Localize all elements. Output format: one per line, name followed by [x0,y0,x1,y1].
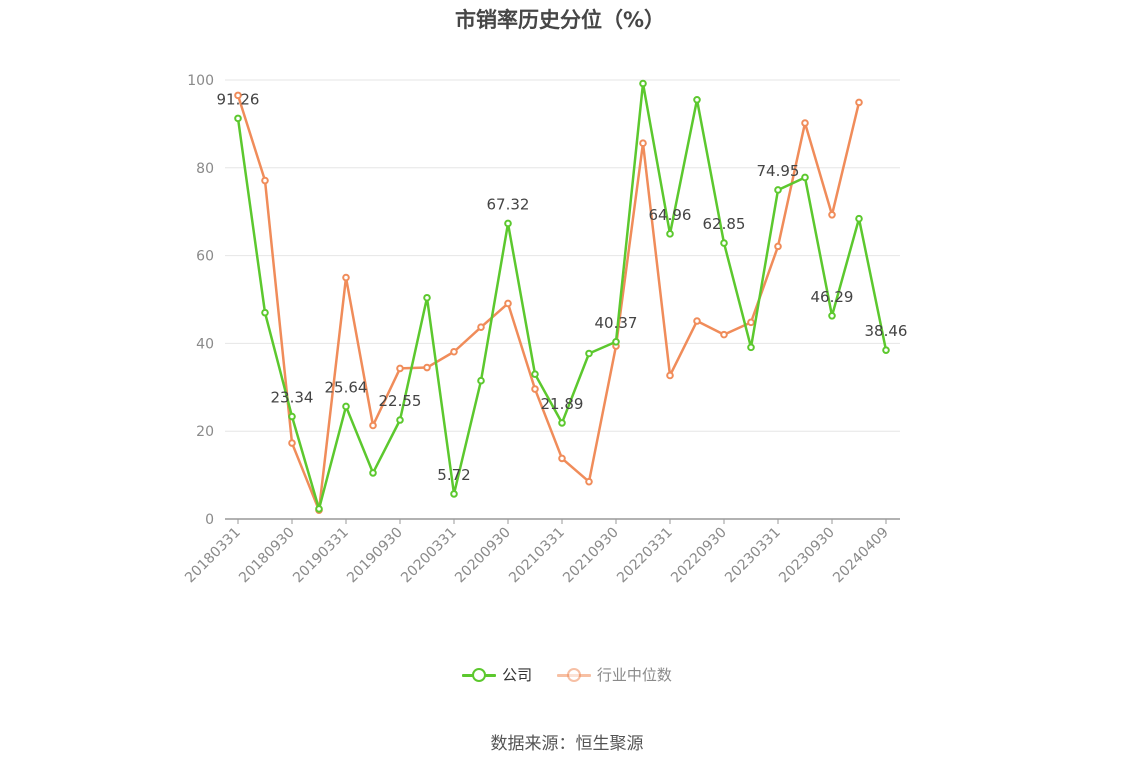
y-tick-label: 20 [196,424,214,440]
data-label: 22.55 [379,392,422,410]
x-tick-label: 20230331 [722,525,784,587]
series-1-point[interactable] [288,439,296,447]
x-tick-label: 20200331 [398,525,460,587]
series-line-0 [236,82,888,511]
data-label: 62.85 [703,215,746,233]
data-label: 74.95 [757,162,800,180]
data-label: 40.37 [595,314,638,332]
source-footnote: 数据来源：恒生聚源 [490,734,644,754]
x-tick-label: 20190930 [344,525,406,587]
data-label: 25.64 [325,378,368,396]
x-tick-label: 20220930 [668,525,730,587]
series-0-point[interactable] [531,370,539,378]
y-tick-label: 40 [196,336,214,352]
x-tick-label: 20230930 [776,525,838,587]
data-label: 46.29 [811,288,854,306]
axes: 0 20 40 60 80 100 2018033120180930201903312019… [182,73,900,586]
series-1-point[interactable] [558,454,566,463]
series-1-point[interactable] [801,119,809,127]
series-1-point[interactable] [666,371,674,380]
y-tick-label: 100 [187,73,214,89]
series-1-point[interactable] [855,98,863,107]
legend-label-company: 公司 [502,666,533,684]
series-0-point[interactable] [747,343,755,352]
series-0-point[interactable] [774,186,782,194]
data-label: 38.46 [865,322,908,340]
x-tick-label: 20190331 [290,525,352,587]
x-tick-label: 20220331 [614,525,676,587]
series-1-point[interactable] [504,299,512,308]
x-tick-label: 20200930 [452,525,514,587]
series-0-point[interactable] [801,173,809,182]
data-label: 5.72 [437,466,470,484]
series-0-point[interactable] [666,230,674,238]
series-0-point[interactable] [639,79,647,88]
y-tick-label: 60 [196,249,214,265]
series-0-point[interactable] [261,308,269,317]
legend-swatch-company-icon [462,666,497,684]
series-1-point[interactable] [234,91,242,100]
series-1-point[interactable] [423,363,431,372]
data-labels: 91.26 23.34 25.64 22.55 5.72 67.32 21.89 40.37 6… [217,90,908,484]
series-0-point[interactable] [828,311,836,320]
series-1-point[interactable] [639,139,647,148]
data-label: 64.96 [649,206,692,224]
series-0-point[interactable] [288,412,296,421]
y-tick-label: 0 [205,512,214,528]
series-0-point[interactable] [477,376,485,385]
chart-title: 市销率历史分位（%） [454,8,666,32]
series-1-point[interactable] [531,385,539,393]
series-1-point[interactable] [396,364,404,373]
series-1-point[interactable] [693,317,701,325]
x-tick-label: 20210331 [506,525,568,587]
series-0-point[interactable] [504,219,512,228]
data-label: 91.26 [217,90,260,108]
series-0-point[interactable] [342,402,350,411]
series-line-1 [236,94,861,512]
series-0-point[interactable] [585,349,593,358]
legend-label-industry: 行业中位数 [596,666,672,684]
legend-swatch-industry-icon [556,666,591,684]
series-0-point[interactable] [234,114,242,123]
series-1-point[interactable] [450,347,458,356]
x-tick-label: 20180331 [182,525,244,587]
series-1-point[interactable] [747,318,755,327]
series-1-point[interactable] [585,477,593,486]
series-1-point[interactable] [261,176,269,185]
x-tick-label: 20210930 [560,525,622,587]
x-tick-label: 20240409 [830,525,892,587]
series [234,79,890,515]
series-0-point[interactable] [396,416,404,424]
legend: 公司 行业中位数 [0,664,1134,688]
series-1-point[interactable] [774,242,782,251]
series-0-point[interactable] [612,337,620,346]
legend-item-company[interactable]: 公司 [462,664,532,685]
series-0-point[interactable] [720,239,728,247]
y-tick-label: 80 [196,161,214,177]
series-0-point[interactable] [423,293,431,302]
series-1-point[interactable] [720,330,728,339]
legend-item-industry[interactable]: 行业中位数 [556,664,672,685]
series-1-point[interactable] [342,273,350,282]
series-0-point[interactable] [693,95,701,104]
series-1-point[interactable] [369,421,377,430]
data-label: 21.89 [541,395,584,413]
series-0-point[interactable] [369,469,377,477]
series-0-point[interactable] [882,346,890,354]
series-0-point[interactable] [558,419,566,427]
series-1-point[interactable] [477,323,485,331]
series-1-point[interactable] [828,210,836,219]
data-label: 23.34 [271,389,314,407]
series-0-point[interactable] [315,505,323,513]
data-label: 67.32 [487,195,530,213]
x-tick-label: 20180930 [236,525,298,587]
series-0-point[interactable] [450,490,458,498]
series-0-point[interactable] [855,214,863,223]
